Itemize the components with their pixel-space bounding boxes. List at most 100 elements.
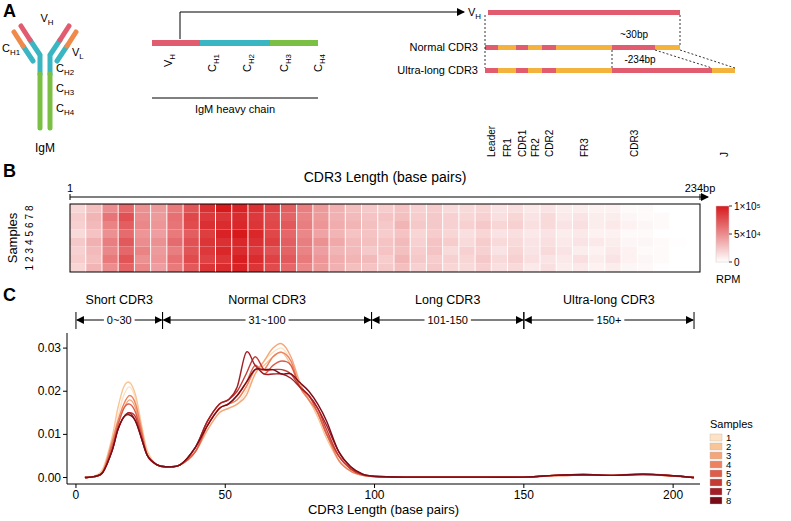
- text-main: C: [241, 64, 253, 72]
- heatmap-cell: [102, 247, 117, 256]
- heatmap-cell: [297, 238, 312, 247]
- density-curve: [85, 369, 694, 478]
- heatmap-cell: [378, 221, 393, 230]
- x-tick-label: 150: [514, 488, 534, 502]
- heatmap-cell: [540, 230, 555, 239]
- density-curve: [85, 343, 694, 477]
- heatmap-cell: [184, 204, 199, 213]
- heatmap-cell: [557, 213, 572, 222]
- dotted-guide: [612, 50, 613, 68]
- region-label: FR3: [579, 138, 590, 157]
- heatmap-cell: [200, 238, 215, 247]
- heatmap-cell: [119, 221, 134, 230]
- heatmap-cell: [394, 230, 409, 239]
- heatmap-cell: [265, 230, 280, 239]
- heatmap-cell: [232, 238, 247, 247]
- gene-segment: [556, 45, 612, 50]
- heatmap-cell: [524, 264, 539, 273]
- heatmap-cell: [135, 204, 150, 213]
- region-label: CDR2: [544, 129, 555, 157]
- heatmap-cell: [167, 221, 182, 230]
- heatmap-cell: [686, 230, 699, 239]
- heatmap-cell: [281, 221, 296, 230]
- heatmap-cell: [151, 247, 166, 256]
- heatmap-cell: [216, 255, 231, 264]
- heatmap-cell: [70, 230, 85, 239]
- gene-segment: [542, 45, 556, 50]
- heatmap-cell: [167, 255, 182, 264]
- heatmap-cell: [638, 264, 653, 273]
- heatmap-cell: [86, 264, 101, 273]
- heatmap-cell: [265, 213, 280, 222]
- heatmap-cell: [265, 264, 280, 273]
- heatmap-cell: [605, 247, 620, 256]
- heatmap-cells: [70, 204, 699, 272]
- x-tick-label: 50: [219, 488, 233, 502]
- antibody-chain: [48, 57, 53, 74]
- heatmap-cell: [200, 213, 215, 222]
- heatmap-cell: [102, 213, 117, 222]
- heatmap-cell: [346, 238, 361, 247]
- x-tick-label: 234bp: [685, 182, 716, 194]
- heatmap-cell: [378, 264, 393, 273]
- heatmap-cell: [265, 247, 280, 256]
- heatmap-cell: [670, 213, 685, 222]
- row-label: 2: [24, 256, 35, 262]
- length-label: -234bp: [624, 54, 656, 65]
- colorbar: [716, 206, 729, 262]
- heatmap-cell: [362, 247, 377, 256]
- heatmap-cell: [476, 213, 491, 222]
- heatmap-cell: [573, 204, 588, 213]
- row-label: 7: [24, 214, 35, 220]
- heatmap-cell: [135, 238, 150, 247]
- density-curve: [85, 352, 694, 478]
- density-curve: [85, 361, 694, 477]
- heatmap-cell: [281, 264, 296, 273]
- heatmap-cell: [378, 247, 393, 256]
- heatmap-cell: [232, 221, 247, 230]
- heatmap-cell: [654, 264, 669, 273]
- heatmap-cell: [346, 221, 361, 230]
- gene-segment: [516, 45, 528, 50]
- heatmap-cell: [200, 221, 215, 230]
- heatmap-cell: [622, 264, 637, 273]
- heatmap-cell: [394, 264, 409, 273]
- heatmap-cell: [313, 264, 328, 273]
- antibody-chain: [50, 40, 60, 55]
- subscript: L: [79, 52, 84, 61]
- density-curve: [85, 352, 694, 477]
- heatmap-cell: [346, 204, 361, 213]
- heatmap-cell: [102, 204, 117, 213]
- region-range: 150+: [597, 314, 622, 326]
- heatmap-cell: [686, 213, 699, 222]
- heatmap-cell: [184, 221, 199, 230]
- legend-swatch: [710, 452, 722, 459]
- heatmap-cell: [589, 247, 604, 256]
- heatmap-cell: [346, 264, 361, 273]
- heatmap-cell: [654, 255, 669, 264]
- heatmap-cell: [232, 213, 247, 222]
- y-tick-label: 0.00: [38, 471, 62, 485]
- heatmap-cell: [638, 221, 653, 230]
- legend-swatch: [710, 497, 722, 504]
- heatmap-cell: [232, 204, 247, 213]
- y-axis-title: Samples: [5, 212, 20, 263]
- region-label: Short CDR3: [86, 293, 153, 307]
- heatmap-cell: [216, 238, 231, 247]
- x-tick-label: 100: [365, 488, 385, 502]
- heatmap-cell: [313, 255, 328, 264]
- heatmap-cell: [557, 221, 572, 230]
- x-axis-title: CDR3 Length (base pairs): [308, 502, 459, 517]
- heatmap-cell: [70, 221, 85, 230]
- region-bound: [523, 312, 524, 329]
- heatmap-cell: [362, 255, 377, 264]
- y-tick: [63, 434, 67, 435]
- heatmap-cell: [540, 247, 555, 256]
- heatmap-cell: [346, 230, 361, 239]
- heatmap-cell: [459, 238, 474, 247]
- heatmap-cell: [167, 230, 182, 239]
- heatmap-cell: [605, 238, 620, 247]
- subscript: H1: [10, 48, 20, 57]
- label-background: [594, 314, 625, 326]
- heatmap-cell: [184, 255, 199, 264]
